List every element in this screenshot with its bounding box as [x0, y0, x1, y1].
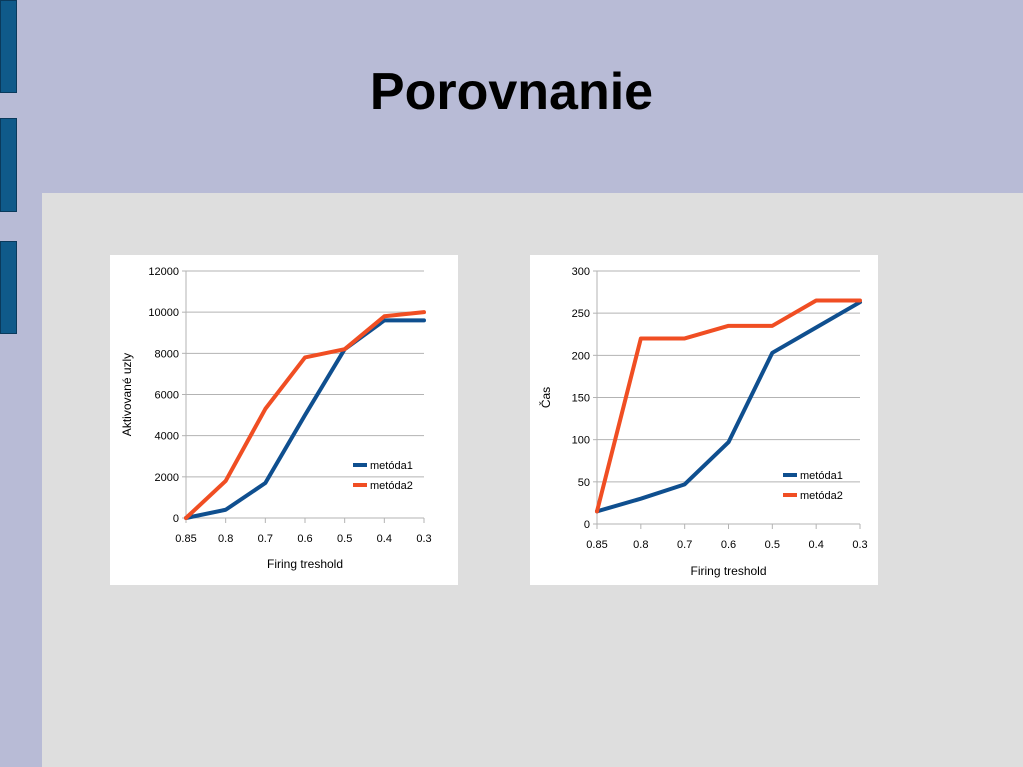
series-line-1 [595, 300, 862, 514]
side-tab-3 [0, 241, 17, 334]
y-axis-title: Čas [538, 387, 553, 408]
chart-activated-nodes: 0 2000 4000 6000 8000 10000 12000 0.85 0.8 0.7 0.6… [110, 255, 458, 585]
chart-time: 0 50 100 150 200 250 300 0.85 0.8 0.7 0.6 0.5 0.4 0.3… [530, 255, 878, 585]
series-line-1 [184, 318, 426, 520]
side-tab-1 [0, 0, 17, 93]
y-tick-label: 12000 [148, 266, 179, 278]
slide-title: Porovnanie [369, 63, 654, 121]
x-tick-label: 0.3 [416, 533, 431, 545]
series-line-2 [595, 298, 862, 514]
series-line-2 [184, 310, 426, 520]
side-tab-2 [0, 118, 17, 212]
y-tick-label: 10000 [148, 307, 179, 319]
x-tick-label: 0.85 [586, 539, 607, 551]
legend-label-2: metóda2 [800, 490, 843, 502]
y-tick-label: 50 [578, 477, 590, 489]
x-tick-label: 0.4 [377, 533, 392, 545]
chart-time-svg: 0 50 100 150 200 250 300 0.85 0.8 0.7 0.6 0.5 0.4 0.3… [538, 266, 868, 578]
legend-label-1: metóda1 [800, 470, 843, 482]
x-tick-label: 0.7 [677, 539, 692, 551]
x-tick-label: 0.7 [258, 533, 273, 545]
y-tick-label: 8000 [155, 348, 179, 360]
x-tick-label: 0.8 [633, 539, 648, 551]
y-tick-label: 200 [572, 350, 590, 362]
y-tick-label: 0 [584, 519, 590, 531]
y-tick-label: 250 [572, 308, 590, 320]
x-tick-label: 0.6 [297, 533, 312, 545]
x-axis-title: Firing treshold [690, 564, 766, 578]
x-axis-title: Firing treshold [267, 557, 343, 571]
y-tick-label: 150 [572, 393, 590, 405]
x-tick-label: 0.4 [809, 539, 824, 551]
y-tick-label: 100 [572, 435, 590, 447]
x-tick-label: 0.6 [721, 539, 736, 551]
y-tick-label: 0 [173, 513, 179, 525]
y-tick-label: 4000 [155, 431, 179, 443]
x-tick-label: 0.5 [337, 533, 352, 545]
y-axis-title: Aktivované uzly [120, 353, 134, 436]
x-tick-label: 0.5 [765, 539, 780, 551]
y-tick-label: 6000 [155, 390, 179, 402]
chart-activated-nodes-svg: 0 2000 4000 6000 8000 10000 12000 0.85 0.8 0.7 0.6… [120, 266, 432, 571]
x-tick-label: 0.3 [852, 539, 867, 551]
legend-label-1: metóda1 [370, 460, 413, 472]
legend-label-2: metóda2 [370, 480, 413, 492]
x-tick-label: 0.85 [175, 533, 196, 545]
y-tick-label: 2000 [155, 472, 179, 484]
x-tick-label: 0.8 [218, 533, 233, 545]
y-tick-label: 300 [572, 266, 590, 278]
